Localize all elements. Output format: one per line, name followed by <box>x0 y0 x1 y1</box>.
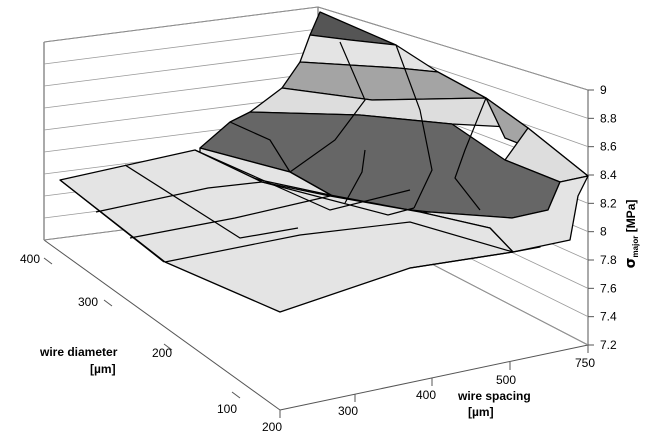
z-tick-label: 7.4 <box>600 310 617 324</box>
z-tick-label: 8.4 <box>600 168 617 182</box>
z-gridline-back <box>43 6 319 43</box>
y-tick-label: 300 <box>78 295 98 309</box>
mesh-line <box>344 149 366 204</box>
mesh-line <box>229 121 291 173</box>
x-tick-label: 300 <box>338 404 358 418</box>
y-tick-mark <box>103 299 113 307</box>
y-tick-mark <box>231 391 241 399</box>
x-axis-title-line2: [µm] <box>468 405 494 419</box>
z-tick-label: 8.6 <box>600 140 617 154</box>
x-tick-label: 500 <box>496 373 516 387</box>
z-tick-label: 7.8 <box>600 253 617 267</box>
mesh-line <box>454 97 487 211</box>
x-tick-label: 200 <box>262 420 282 434</box>
x-axis-title-line1: wire spacing <box>457 389 531 403</box>
z-tick-label: 8.8 <box>600 111 617 125</box>
z-axis-subscript: major <box>631 236 640 258</box>
z-gridline-back <box>43 72 319 109</box>
y-tick-mark <box>43 257 53 265</box>
z-axis-symbol: σ <box>623 257 639 268</box>
z-gridline-back <box>43 28 319 65</box>
y-tick-label: 400 <box>20 252 40 266</box>
z-gridline-side <box>317 6 589 91</box>
mesh-line <box>261 181 415 216</box>
x-tick-label: 750 <box>575 356 595 370</box>
z-axis-ticks: 7.2 7.4 7.6 7.8 8 8.2 8.4 8.6 8.8 9 <box>588 83 617 352</box>
z-tick-label: 7.6 <box>600 281 617 295</box>
z-tick-label: 8 <box>600 225 607 239</box>
y-axis-ticks <box>43 257 241 399</box>
x-tick-label: 400 <box>416 388 436 402</box>
surface-floor-right <box>409 246 541 269</box>
mesh-line <box>129 195 331 239</box>
mesh-line <box>124 164 299 239</box>
floor-front-edge <box>279 344 589 411</box>
y-tick-label: 200 <box>152 346 172 360</box>
mesh-line <box>59 179 165 263</box>
mesh-line <box>95 181 263 213</box>
z-tick-label: 8.2 <box>600 196 617 210</box>
surface-plot <box>59 11 589 313</box>
z-tick-label: 7.2 <box>600 338 617 352</box>
z-axis-unit: [MPa] <box>624 200 638 236</box>
mesh-line <box>395 44 433 209</box>
y-axis-title-line2: [µm] <box>90 362 116 376</box>
mesh-line <box>164 221 514 263</box>
surface-mesh <box>59 41 514 263</box>
mesh-line <box>289 41 366 173</box>
z-axis-title: σmajor [MPa] <box>623 200 640 269</box>
y-axis-title-line1: wire diameter <box>39 345 118 359</box>
z-tick-label: 9 <box>600 83 607 97</box>
z-gridline-back <box>43 50 319 87</box>
mesh-line <box>194 149 411 211</box>
surface-floor <box>59 149 514 313</box>
floor-left-edge <box>43 239 281 411</box>
x-axis-ticks <box>279 345 589 418</box>
y-tick-label: 100 <box>217 402 237 416</box>
y-tick-mark <box>163 343 173 351</box>
